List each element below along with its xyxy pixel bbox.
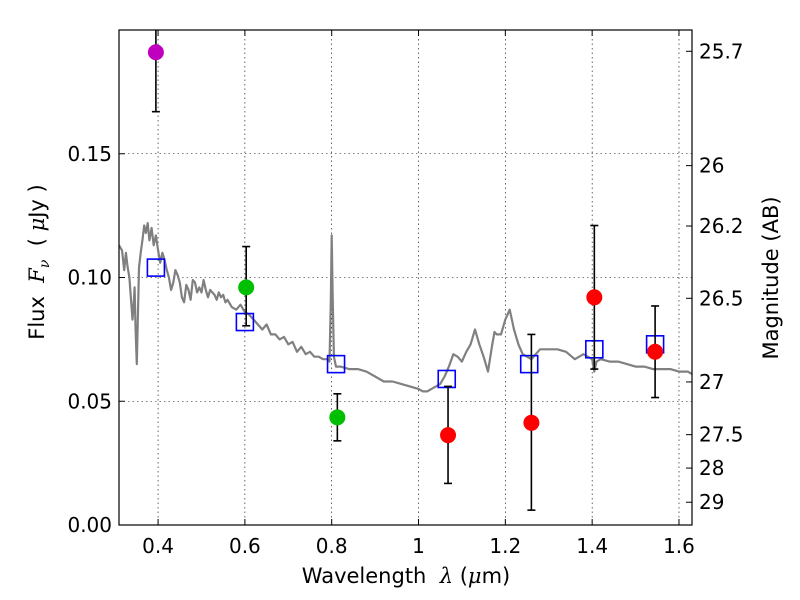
model-point-square bbox=[146, 258, 166, 277]
y-axis-label-f: F bbox=[25, 267, 49, 284]
x-tick-label: 1.4 bbox=[576, 534, 608, 558]
x-tick-label: 0.4 bbox=[142, 534, 174, 558]
y2-tick-label: 26.5 bbox=[699, 286, 744, 310]
y-axis-label-prefix: Flux bbox=[25, 283, 49, 340]
data-point-near-infrared bbox=[586, 289, 603, 306]
y-axis-label-nu: ν bbox=[37, 259, 53, 268]
y2-tick-label: 26 bbox=[699, 154, 724, 178]
y-axis-label-mu: μ bbox=[25, 218, 49, 232]
x-axis-label-lambda: λ bbox=[439, 564, 453, 588]
x-tick-label: 0.6 bbox=[229, 534, 261, 558]
y2-tick-label: 26.2 bbox=[699, 214, 744, 238]
data-point-near-infrared bbox=[523, 414, 540, 431]
model-point-square bbox=[235, 312, 255, 332]
y2-tick-label: 29 bbox=[699, 490, 724, 514]
y2-tick-label: 28 bbox=[699, 456, 724, 480]
y-tick-label: 0.00 bbox=[67, 513, 112, 537]
y-tick-label: 0.05 bbox=[67, 389, 112, 413]
data-point-near-infrared bbox=[647, 343, 664, 360]
x-axis-label-prefix: Wavelength bbox=[302, 564, 440, 588]
y2-axis-label: Magnitude (AB) bbox=[759, 196, 783, 359]
y2-tick-label: 27.5 bbox=[699, 423, 744, 447]
model-point-square bbox=[437, 369, 457, 389]
series-line-sed-model bbox=[119, 222, 692, 393]
data-point-optical bbox=[329, 409, 346, 426]
ticks: 0.4 0.6 0.8 1 1.2 1.4 1.6 0.00 0.05 0.10 0.15 25.7 2… bbox=[67, 30, 744, 558]
x-tick-label: 1.2 bbox=[489, 534, 521, 558]
data-point-u-band bbox=[147, 44, 164, 61]
model-point-square bbox=[519, 354, 539, 374]
x-tick-label: 1.6 bbox=[663, 534, 695, 558]
y-tick-label: 0.15 bbox=[67, 142, 112, 166]
y2-tick-label: 25.7 bbox=[699, 39, 744, 63]
x-tick-label: 0.8 bbox=[316, 534, 348, 558]
plot-area bbox=[119, 30, 692, 511]
y-axis-label-unit: Jy ) bbox=[25, 184, 49, 220]
x-axis-label: Wavelength λ (μm) bbox=[302, 564, 510, 588]
y-axis-label-paren: ( bbox=[25, 231, 49, 259]
y-axis-label: Flux Fν ( μJy ) bbox=[25, 184, 53, 339]
x-axis-label-paren: ( bbox=[453, 564, 468, 588]
data-point-optical bbox=[238, 279, 255, 296]
x-axis-label-mu: μ bbox=[468, 564, 482, 588]
model-point-square bbox=[326, 354, 346, 374]
y2-tick-label: 27 bbox=[699, 370, 724, 394]
x-tick-label: 1 bbox=[412, 534, 425, 558]
y-tick-label: 0.10 bbox=[67, 266, 112, 290]
x-axis-label-unit: m) bbox=[482, 564, 511, 588]
data-point-near-infrared bbox=[440, 427, 457, 444]
